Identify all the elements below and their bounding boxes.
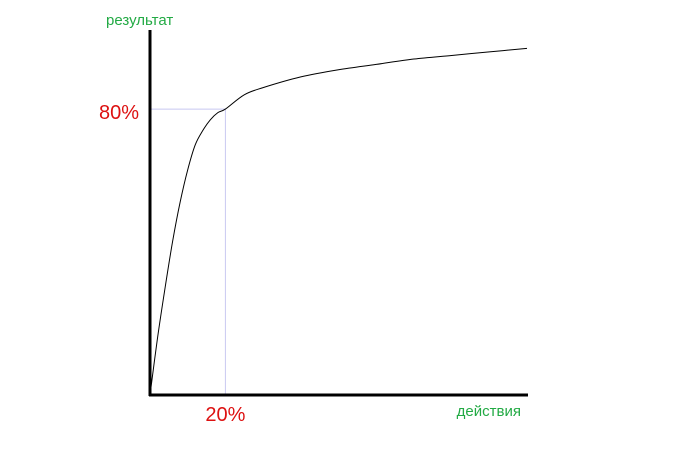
y-tick-label-80: 80% (99, 102, 139, 124)
series-curve (149, 47, 528, 396)
y-axis-label: результат (106, 12, 173, 29)
x-axis-label: действия (457, 403, 521, 420)
x-tick-label-20: 20% (205, 404, 245, 426)
